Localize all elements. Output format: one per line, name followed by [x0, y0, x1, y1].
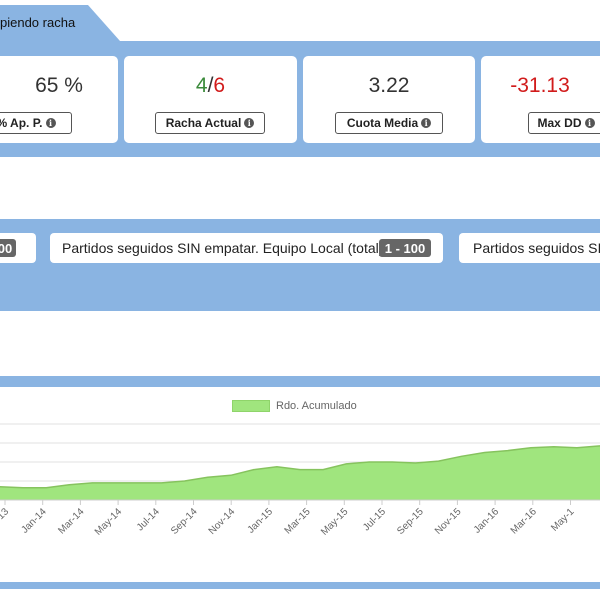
max-drawdown-value: -31.13	[510, 74, 570, 97]
streak-total: 6	[213, 74, 226, 97]
stat-value-max-drawdown: -31.13	[481, 74, 599, 98]
stats-band: 65 % % Ap. P. i 4/6 Racha Actual i 3.22 …	[0, 41, 600, 157]
info-icon[interactable]: i	[45, 118, 56, 128]
stat-label-text: Max DD	[537, 116, 582, 130]
legend-swatch	[232, 400, 270, 412]
info-icon[interactable]: i	[584, 118, 595, 128]
stat-label-average-odds[interactable]: Cuota Media i	[335, 112, 443, 134]
info-icon[interactable]: i	[421, 118, 432, 128]
streak-wins: 4	[195, 74, 208, 97]
stat-label-current-streak[interactable]: Racha Actual i	[155, 112, 265, 134]
filter-text: Partidos seguidos SIN	[473, 240, 600, 256]
filter-band: 00 Partidos seguidos SIN empatar. Equipo…	[0, 219, 600, 311]
stat-value-win-percent: 65 %	[35, 74, 83, 97]
x-tick-label: Sep-15	[395, 506, 426, 537]
x-tick-label: Mar-14	[56, 506, 86, 536]
x-tick-label: May-14	[93, 506, 125, 538]
info-icon[interactable]: i	[244, 118, 255, 128]
stat-label-max-drawdown[interactable]: Max DD i	[528, 112, 600, 134]
chart-svg: ov-13 Jan-14 Mar-14 May-14 Jul-14 Sep-14 Nov-1…	[0, 423, 600, 538]
chart-band-top	[0, 376, 600, 387]
filter-pill-right[interactable]: Partidos seguidos SIN	[459, 233, 600, 263]
stat-card-max-drawdown: -31.13 Max DD i	[481, 56, 600, 143]
stat-card-average-odds: 3.22 Cuota Media i	[303, 56, 475, 143]
stat-label-text: % Ap. P.	[0, 116, 43, 130]
stat-label-win-percent[interactable]: % Ap. P. i	[0, 112, 72, 134]
x-tick-label: Jan-16	[472, 506, 502, 536]
x-tick-label: ov-13	[0, 506, 11, 532]
x-tick-label: Nov-15	[433, 506, 464, 537]
x-tick-label: Mar-16	[509, 506, 539, 536]
x-tick-label: Sep-14	[169, 506, 200, 537]
x-tick-label: Jan-15	[246, 506, 276, 536]
x-tick-label: Jan-14	[19, 506, 49, 536]
range-badge: 00	[0, 239, 16, 257]
range-badge: 1 - 100	[379, 239, 431, 257]
legend-label: Rdo. Acumulado	[276, 400, 357, 412]
stat-value-average-odds: 3.22	[368, 74, 410, 97]
section-tab-label: piendo racha	[0, 15, 76, 30]
x-tick-label: Nov-14	[207, 506, 238, 537]
stat-label-text: Racha Actual	[165, 116, 242, 130]
x-tick-label: May-15	[319, 506, 351, 538]
series-area	[0, 445, 600, 500]
stat-value-current-streak: 4/6	[124, 74, 297, 98]
filter-text: Partidos seguidos SIN empatar. Equipo Lo…	[62, 240, 388, 256]
stat-card-current-streak: 4/6 Racha Actual i	[124, 56, 297, 143]
x-tick-label: Jul-14	[135, 506, 162, 533]
x-tick-label: Mar-15	[283, 506, 313, 536]
x-tick-label: May-1	[549, 506, 577, 534]
stat-card-win-percent: 65 % % Ap. P. i	[0, 56, 118, 143]
x-tick-label: Jul-15	[361, 506, 388, 533]
filter-pill-left[interactable]: 00	[0, 233, 36, 263]
chart-legend[interactable]: Rdo. Acumulado	[232, 400, 357, 412]
chart-band-bottom	[0, 582, 600, 589]
stat-label-text: Cuota Media	[346, 116, 419, 130]
streak-separator: /	[207, 74, 214, 97]
filter-pill-home-no-draw[interactable]: Partidos seguidos SIN empatar. Equipo Lo…	[50, 233, 443, 263]
series-line	[0, 445, 600, 489]
cumulative-result-chart: ov-13 Jan-14 Mar-14 May-14 Jul-14 Sep-14 Nov-1…	[0, 387, 600, 582]
